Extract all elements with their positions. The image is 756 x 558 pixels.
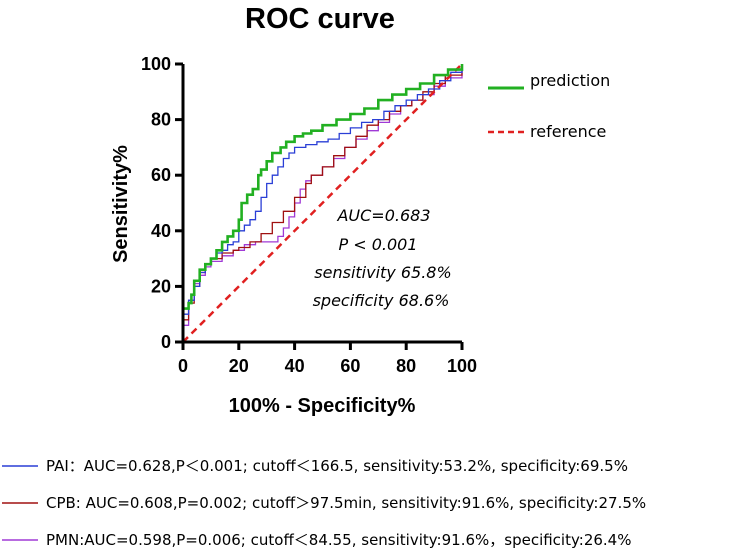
x-tick-label: 0	[178, 356, 188, 376]
x-tick-label: 60	[340, 356, 360, 376]
annotation-sensitivity: sensitivity 65.8%	[314, 263, 451, 282]
series-line-prediction	[181, 64, 464, 342]
series-line-reference	[182, 63, 463, 343]
y-tick-label: 80	[151, 110, 171, 130]
x-tick-label: 40	[285, 356, 305, 376]
legend-label-reference: reference	[530, 122, 606, 141]
bottom-legend-cpb: CPB: AUC=0.608,P=0.002; cutoff＞97.5min, …	[46, 494, 646, 512]
x-tick-label: 20	[229, 356, 249, 376]
y-tick-label: 0	[161, 332, 171, 352]
y-tick-label: 20	[151, 276, 171, 296]
bottom-legend-pai: PAI：AUC=0.628,P＜0.001; cutoff＜166.5, sen…	[46, 457, 628, 475]
legend: prediction reference	[488, 71, 610, 141]
y-tick-label: 100	[141, 54, 171, 74]
axes	[181, 64, 462, 344]
ticks: 0 20 40 60 80 100 0 20 40 60 80 100	[141, 54, 477, 376]
x-tick-label: 100	[447, 356, 477, 376]
plot-series	[181, 63, 464, 343]
y-tick-label: 40	[151, 221, 171, 241]
annotation-p: P < 0.001	[338, 235, 417, 254]
annotations: AUC=0.683 P < 0.001 sensitivity 65.8% sp…	[313, 206, 452, 310]
annotation-auc: AUC=0.683	[336, 206, 430, 225]
bottom-legend: PAI：AUC=0.628,P＜0.001; cutoff＜166.5, sen…	[2, 457, 646, 549]
bottom-legend-pmn: PMN:AUC=0.598,P=0.006; cutoff＜84.55, sen…	[46, 531, 631, 549]
x-axis-label: 100% - Specificity%	[229, 395, 416, 417]
chart-title: ROC curve	[245, 3, 395, 35]
y-tick-label: 60	[151, 165, 171, 185]
x-tick-label: 80	[396, 356, 416, 376]
y-axis-label: Sensitivity%	[110, 145, 132, 263]
annotation-specificity: specificity 68.6%	[313, 291, 450, 310]
legend-label-prediction: prediction	[530, 71, 610, 90]
